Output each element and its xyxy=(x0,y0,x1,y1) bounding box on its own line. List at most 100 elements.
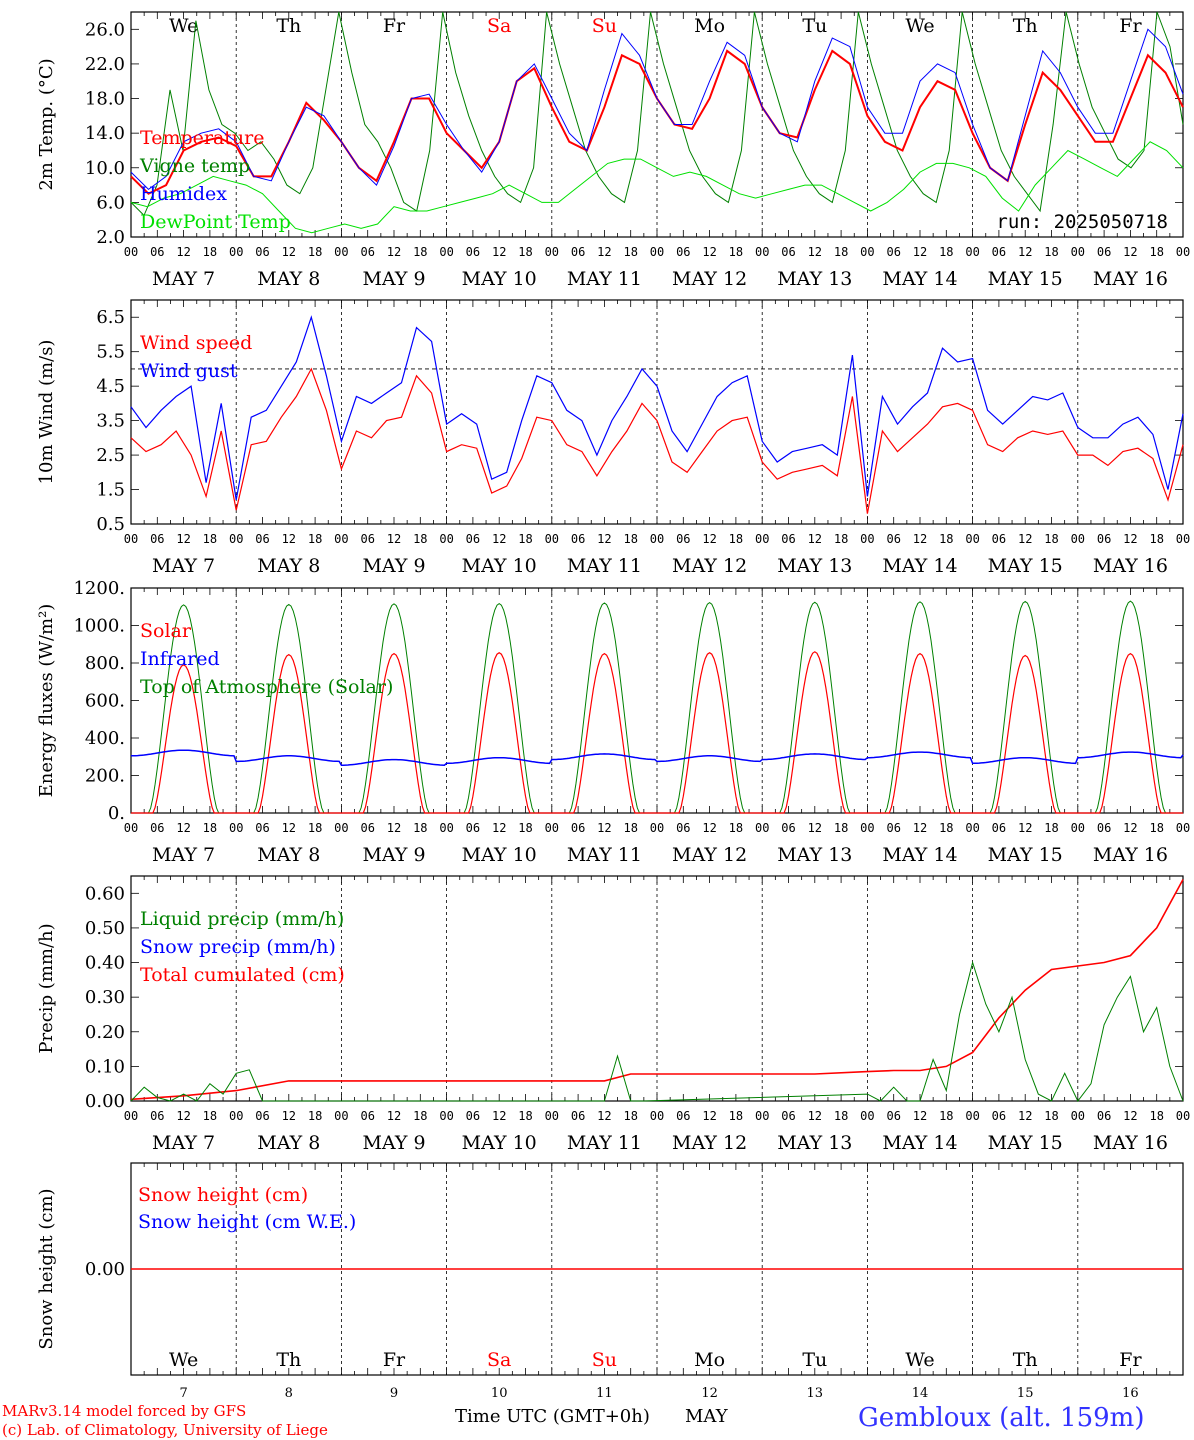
panel-2-hour-label: 00 xyxy=(334,532,348,546)
panel-1-hour-label: 06 xyxy=(255,245,269,259)
panel-2-hour-label: 18 xyxy=(413,532,427,546)
panel-3-hour-label: 18 xyxy=(834,821,848,835)
weekday-label: We xyxy=(169,15,198,37)
panel-4-hour-label: 00 xyxy=(860,1109,874,1123)
panel-2-date-label: MAY 8 xyxy=(257,555,320,577)
panel-1-legend-item: DewPoint Temp xyxy=(140,211,291,233)
panel-3-date-label: MAY 12 xyxy=(672,844,747,866)
panel-3-hour-label: 00 xyxy=(755,821,769,835)
panel-1-ytick-label: 22.0 xyxy=(85,54,125,75)
panel-4-hour-label: 06 xyxy=(992,1109,1006,1123)
series-dewpoint-temp xyxy=(130,141,1184,234)
panel-3-ytick-label: 600. xyxy=(85,691,125,712)
panel-1-hour-label: 00 xyxy=(124,245,138,259)
panel-3-hour-label: 00 xyxy=(1071,821,1085,835)
panel-2-legend-item: Wind speed xyxy=(140,332,252,354)
panel-1-hour-label: 12 xyxy=(702,245,716,259)
panel-2-hour-label: 18 xyxy=(308,532,322,546)
bottom-day-number: 13 xyxy=(807,1386,824,1401)
panel-2-hour-label: 06 xyxy=(1097,532,1111,546)
bottom-day-number: 15 xyxy=(1017,1386,1034,1401)
panel-2-hour-label: 12 xyxy=(1123,532,1137,546)
panel-1-legend-item: Vigne temp xyxy=(139,155,250,177)
panel-4-hour-label: 12 xyxy=(387,1109,401,1123)
panel-4-hour-label: 18 xyxy=(1149,1109,1163,1123)
panel-3-hour-label: 18 xyxy=(1149,821,1163,835)
panel-4-legend-item: Total cumulated (cm) xyxy=(140,964,345,986)
panel-4-ylabel: Precip (mm/h) xyxy=(36,923,57,1053)
panel-3-hour-label: 12 xyxy=(176,821,190,835)
panel-2-hour-label: 18 xyxy=(623,532,637,546)
panel-3-date-label: MAY 9 xyxy=(362,844,425,866)
panel-2-hour-label: 00 xyxy=(229,532,243,546)
panel-2-hour-label: 12 xyxy=(913,532,927,546)
panel-3-hour-label: 12 xyxy=(702,821,716,835)
series-infrared xyxy=(131,749,1184,766)
panel-3-hour-label: 18 xyxy=(729,821,743,835)
panel-2-hour-label: 00 xyxy=(755,532,769,546)
panel-2-hour-label: 18 xyxy=(729,532,743,546)
panel-3-hour-label: 06 xyxy=(676,821,690,835)
panel-4-hour-label: 00 xyxy=(1071,1109,1085,1123)
panel-2-ylabel: 10m Wind (m/s) xyxy=(36,340,57,485)
panel-1-hour-label: 00 xyxy=(965,245,979,259)
panel-1-ytick-label: 14.0 xyxy=(85,123,125,144)
panel-2-date-label: MAY 15 xyxy=(988,555,1063,577)
weekday-label: Su xyxy=(592,15,617,37)
panel-2-date-label: MAY 14 xyxy=(882,555,957,577)
panel-3-hour-label: 12 xyxy=(808,821,822,835)
panel-2-ytick-label: 4.5 xyxy=(96,376,125,397)
panel-4-hour-label: 00 xyxy=(965,1109,979,1123)
series-wind-speed xyxy=(130,367,1184,514)
panel-1-hour-label: 06 xyxy=(1097,245,1111,259)
panel-4-hour-label: 18 xyxy=(729,1109,743,1123)
panel-1-hour-label: 18 xyxy=(623,245,637,259)
panel-2-hour-label: 18 xyxy=(834,532,848,546)
panel-3-hour-label: 18 xyxy=(1044,821,1058,835)
panel-4-date-label: MAY 13 xyxy=(777,1132,852,1154)
panel-1-hour-label: 00 xyxy=(860,245,874,259)
station-name: Gembloux (alt. 159m) xyxy=(858,1403,1145,1433)
bottom-weekday-label: Sa xyxy=(487,1349,511,1371)
panel-1-hour-label: 12 xyxy=(176,245,190,259)
panel-4-date-label: MAY 8 xyxy=(257,1132,320,1154)
panel-3-hour-label: 12 xyxy=(492,821,506,835)
panel-2-date-label: MAY 12 xyxy=(672,555,747,577)
panel-1-hour-label: 18 xyxy=(729,245,743,259)
panel-4-hour-label: 00 xyxy=(755,1109,769,1123)
panel-4-hour-label: 06 xyxy=(781,1109,795,1123)
run-label: run: 2025050718 xyxy=(996,211,1168,233)
panel-4-hour-label: 12 xyxy=(282,1109,296,1123)
panel-1-hour-label: 12 xyxy=(808,245,822,259)
series-wind-gust xyxy=(130,315,1184,501)
panel-1-date-label: MAY 10 xyxy=(462,268,537,290)
panel-2-hour-label: 00 xyxy=(1071,532,1085,546)
panel-4-hour-label: 12 xyxy=(702,1109,716,1123)
panel-1-hour-label: 12 xyxy=(492,245,506,259)
panel-1-hour-label: 18 xyxy=(939,245,953,259)
panel-3-date-label: MAY 14 xyxy=(882,844,957,866)
panel-3-hour-label: 18 xyxy=(518,821,532,835)
panel-1-hour-label: 18 xyxy=(308,245,322,259)
panel-4-hour-label: 12 xyxy=(492,1109,506,1123)
panel-4-hour-label: 12 xyxy=(597,1109,611,1123)
panel-1-hour-label: 12 xyxy=(387,245,401,259)
panel-3-date-label: MAY 13 xyxy=(777,844,852,866)
panel-2-hour-label: 00 xyxy=(439,532,453,546)
panel-2-date-label: MAY 13 xyxy=(777,555,852,577)
panel-3-hour-label: 06 xyxy=(360,821,374,835)
panel-2-ytick-label: 0.5 xyxy=(96,514,125,535)
bottom-day-number: 10 xyxy=(491,1386,508,1401)
panel-4-hour-label: 00 xyxy=(334,1109,348,1123)
panel-1-hour-label: 18 xyxy=(413,245,427,259)
panel-4-hour-label: 06 xyxy=(255,1109,269,1123)
panel-3-hour-label: 18 xyxy=(413,821,427,835)
panel-4-hour-label: 00 xyxy=(1176,1109,1190,1123)
bottom-weekday-label: Su xyxy=(592,1349,617,1371)
panel-1-hour-label: 18 xyxy=(834,245,848,259)
panel-3-ytick-label: 1000. xyxy=(73,616,125,637)
panel-3-ylabel: Energy fluxes (W/m²) xyxy=(36,604,57,798)
panel-2-hour-label: 12 xyxy=(282,532,296,546)
series-vigne-temp xyxy=(130,11,1184,217)
